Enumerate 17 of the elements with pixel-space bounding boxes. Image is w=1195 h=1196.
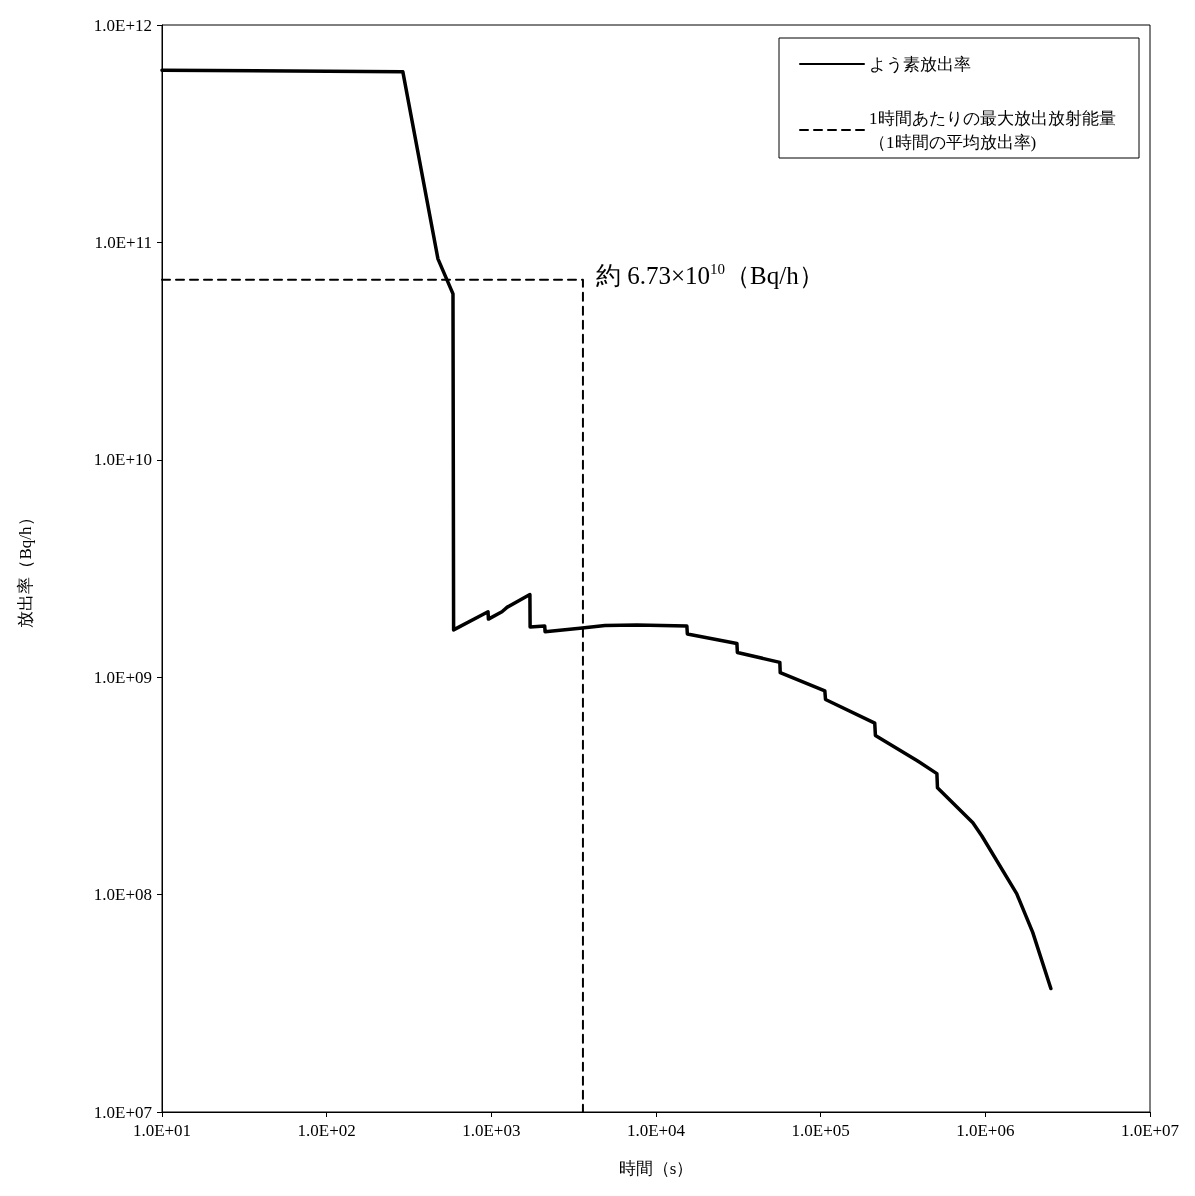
x-tick-label: 1.0E+03 (462, 1121, 521, 1140)
x-tick-label: 1.0E+05 (791, 1121, 850, 1140)
x-tick-label: 1.0E+04 (626, 1121, 686, 1140)
y-tick-label: 1.0E+10 (93, 450, 152, 470)
x-tick-label: 1.0E+01 (132, 1121, 192, 1140)
x-tick-label: 1.0E+07 (1120, 1121, 1180, 1140)
x-tick-label: 1.0E+06 (956, 1121, 1015, 1140)
y-axis-title: 放出率（Bq/h） (16, 509, 35, 628)
y-tick-label: 1.0E+09 (93, 667, 152, 687)
y-tick-label: 1.0E+11 (94, 232, 152, 252)
y-tick-label: 1.0E+07 (93, 1102, 153, 1122)
y-tick-label: 1.0E+12 (93, 15, 152, 35)
x-tick-label: 1.0E+02 (297, 1121, 356, 1140)
y-tick-label: 1.0E+08 (93, 885, 152, 905)
x-axis-title: 時間（s） (618, 1159, 694, 1178)
legend-label: 1時間あたりの最大放出放射能量（1時間の平均放出率) (869, 108, 1116, 152)
legend-label: よう素放出率 (869, 54, 971, 74)
